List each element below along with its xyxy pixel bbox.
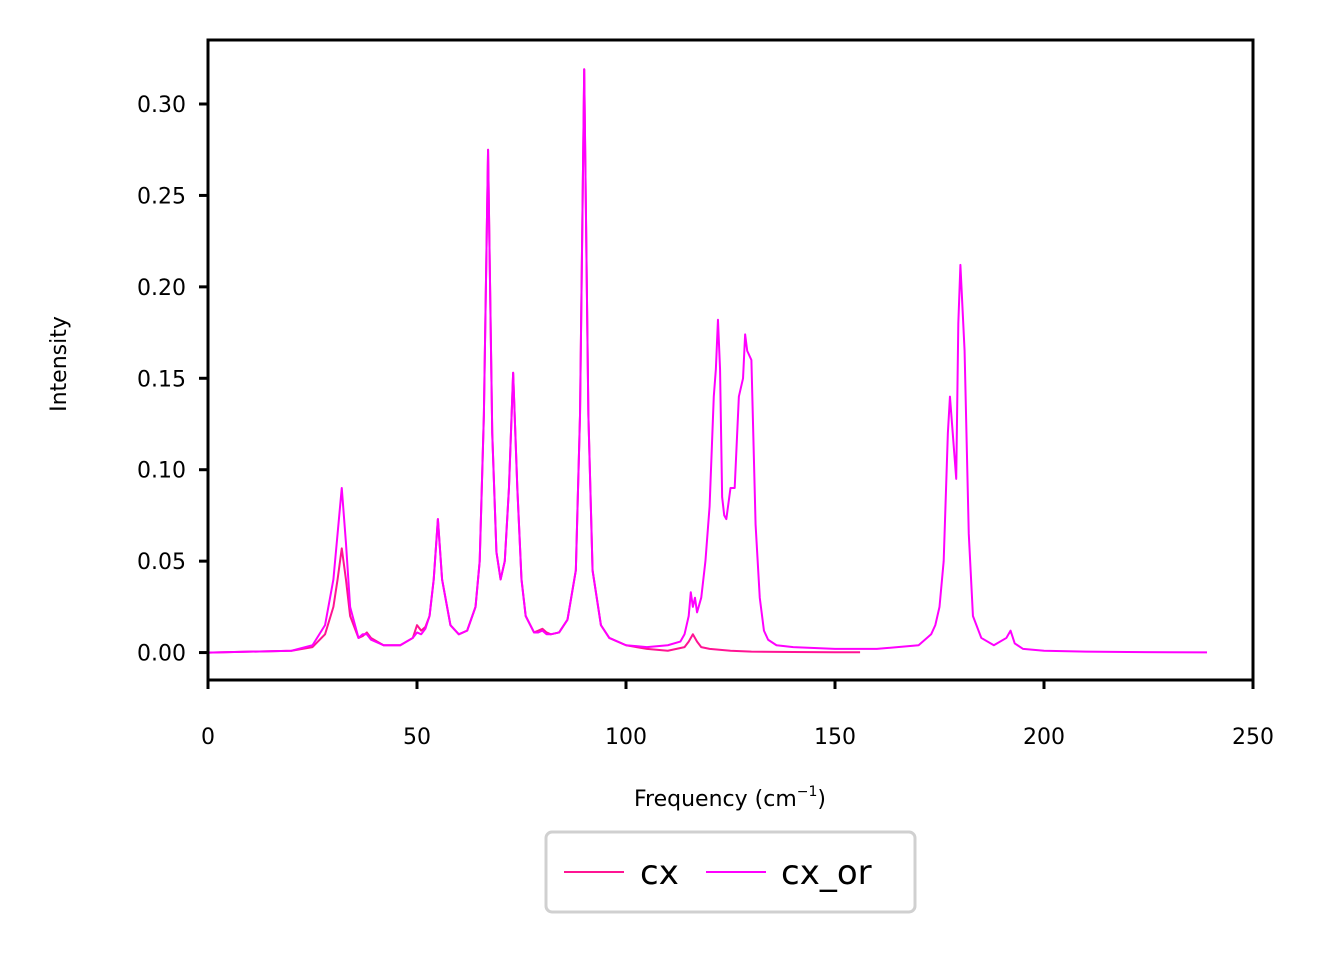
x-tick-label: 100 (605, 725, 647, 750)
y-tick-label: 0.20 (137, 276, 186, 301)
series-layer (207, 68, 1208, 654)
y-tick-label: 0.00 (137, 642, 186, 667)
plot-frame (206, 38, 1255, 682)
y-tick-label: 0.30 (137, 93, 186, 118)
x-tick-label: 200 (1023, 725, 1065, 750)
x-tick-label: 0 (201, 725, 215, 750)
x-axis: 0 50 100 150 200 250 (201, 680, 1274, 750)
y-axis: 0.00 0.05 0.10 0.15 0.20 0.25 0.30 (137, 93, 208, 667)
legend-label-cx: cx (640, 853, 679, 893)
legend-label-cx-or: cx_or (781, 853, 872, 893)
x-tick-label: 250 (1232, 725, 1274, 750)
x-axis-label: Frequency (cm−1) (634, 784, 826, 812)
series-line-cx-or (207, 68, 1208, 654)
x-tick-label: 50 (403, 725, 431, 750)
y-tick-label: 0.25 (137, 184, 186, 209)
x-axis-label-superscript: −1 (797, 784, 818, 800)
legend: cx cx_or (544, 830, 917, 914)
y-tick-label: 0.15 (137, 367, 186, 392)
y-tick-label: 0.05 (137, 550, 186, 575)
y-axis-label: Intensity (47, 316, 72, 412)
x-tick-label: 150 (814, 725, 856, 750)
series-line-cx (207, 68, 861, 654)
y-tick-label: 0.10 (137, 459, 186, 484)
